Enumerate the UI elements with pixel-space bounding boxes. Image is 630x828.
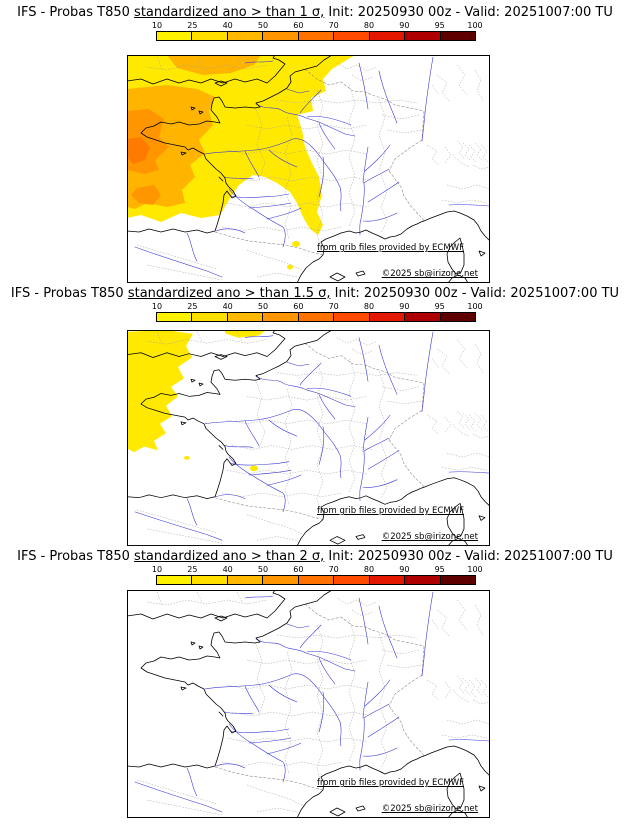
ecmwf-credit[interactable]: from grib files provided by ECMWF <box>317 506 464 516</box>
colorbar-labels: 10 25 40 50 60 70 80 90 95 100 <box>152 21 483 31</box>
colorbar-tick-label: 10 <box>151 565 163 574</box>
title-prefix: IFS - Probas T850 <box>17 549 135 564</box>
map-container: from grib files provided by ECMWF ©2025 … <box>127 330 490 546</box>
colorbar-tick-label: 40 <box>222 302 233 311</box>
page-title: IFS - Probas T850 standardized ano > tha… <box>0 544 630 564</box>
colorbar-tick-label: 80 <box>363 565 375 574</box>
title-suffix: Init: 20250930 00z - Valid: 20251007:00 … <box>324 549 613 564</box>
colorbar-segment <box>369 576 406 584</box>
colorbar-segment <box>192 576 228 584</box>
colorbar-tick-label: 70 <box>328 565 339 574</box>
colorbar-tick-label: 60 <box>293 565 304 574</box>
colorbar-segment <box>157 576 193 584</box>
colorbar-tick-label: 70 <box>328 302 339 311</box>
colorbar-tick-label: 25 <box>187 565 198 574</box>
colorbar-segment <box>334 576 370 584</box>
colorbar-segment <box>263 32 299 40</box>
colorbar-tick-label: 100 <box>467 21 483 30</box>
panel-sigma-1: IFS - Probas T850 standardized ano > tha… <box>0 0 630 283</box>
colorbar: 10 25 40 50 60 70 80 90 95 100 <box>152 302 483 324</box>
title-threshold: standardized ano > than 1.5 σ, <box>127 286 331 301</box>
colorbar-segment <box>405 313 441 321</box>
colorbar-tick-label: 40 <box>222 565 233 574</box>
colorbar-tick-label: 10 <box>151 21 163 30</box>
colorbar-tick-label: 80 <box>363 21 375 30</box>
ecmwf-credit[interactable]: from grib files provided by ECMWF <box>317 243 464 253</box>
colorbar-tick-label: 50 <box>257 302 269 311</box>
map-panel-2 <box>127 330 490 546</box>
colorbar-tick-label: 100 <box>467 302 483 311</box>
colorbar-tick-label: 95 <box>434 302 445 311</box>
colorbar-segment <box>405 576 441 584</box>
colorbar-tick-label: 90 <box>399 302 410 311</box>
colorbar-tick-label: 40 <box>222 21 233 30</box>
probability-shading <box>127 55 355 270</box>
colorbar-segment <box>298 576 335 584</box>
title-threshold: standardized ano > than 2 σ, <box>134 549 325 564</box>
map-container: from grib files provided by ECMWF ©2025 … <box>127 590 490 818</box>
copyright-link[interactable]: ©2025 sb@irizone.net <box>381 804 478 814</box>
colorbar-segment <box>440 32 475 40</box>
colorbar-segment <box>440 313 475 321</box>
colorbar-tick-label: 100 <box>467 565 483 574</box>
ecmwf-credit[interactable]: from grib files provided by ECMWF <box>317 778 464 788</box>
colorbar-tick-label: 10 <box>151 302 163 311</box>
title-suffix: Init: 20250930 00z - Valid: 20251007:00 … <box>330 286 620 301</box>
colorbar-tick-label: 70 <box>328 21 339 30</box>
colorbar-segment <box>369 313 406 321</box>
colorbar-segment <box>227 313 264 321</box>
colorbar-bar <box>156 31 476 41</box>
page-title: IFS - Probas T850 standardized ano > tha… <box>0 281 630 301</box>
panel-sigma-2: IFS - Probas T850 standardized ano > tha… <box>0 544 630 828</box>
colorbar-tick-label: 90 <box>399 21 410 30</box>
colorbar-tick-label: 50 <box>257 21 269 30</box>
colorbar-tick-label: 95 <box>434 565 445 574</box>
colorbar-segment <box>298 313 335 321</box>
colorbar-tick-label: 80 <box>363 302 375 311</box>
colorbar-segment <box>227 32 264 40</box>
colorbar-segment <box>298 32 335 40</box>
colorbar-segment <box>227 576 264 584</box>
colorbar-tick-label: 25 <box>187 302 198 311</box>
title-prefix: IFS - Probas T850 <box>17 5 135 20</box>
copyright-link[interactable]: ©2025 sb@irizone.net <box>381 269 478 279</box>
colorbar-segment <box>369 32 406 40</box>
page-title: IFS - Probas T850 standardized ano > tha… <box>0 0 630 20</box>
title-prefix: IFS - Probas T850 <box>10 286 128 301</box>
colorbar-segment <box>157 313 193 321</box>
panel-sigma-1-5: IFS - Probas T850 standardized ano > tha… <box>0 281 630 546</box>
colorbar-tick-label: 95 <box>434 21 445 30</box>
colorbar: 10 25 40 50 60 70 80 90 95 100 <box>152 21 483 43</box>
colorbar-segment <box>440 576 475 584</box>
colorbar-labels: 10 25 40 50 60 70 80 90 95 100 <box>152 302 483 312</box>
colorbar-segment <box>334 313 370 321</box>
colorbar-bar <box>156 312 476 322</box>
colorbar-segment <box>192 313 228 321</box>
map-container: from grib files provided by ECMWF ©2025 … <box>127 55 490 283</box>
colorbar-segment <box>334 32 370 40</box>
colorbar-segment <box>192 32 228 40</box>
map-panel-1 <box>127 55 490 283</box>
colorbar-segment <box>405 32 441 40</box>
colorbar-segment <box>263 313 299 321</box>
colorbar-segment <box>263 576 299 584</box>
colorbar-bar <box>156 575 476 585</box>
colorbar-tick-label: 25 <box>187 21 198 30</box>
colorbar-tick-label: 90 <box>399 565 410 574</box>
colorbar-segment <box>157 32 193 40</box>
title-threshold: standardized ano > than 1 σ, <box>134 5 325 20</box>
colorbar-tick-label: 60 <box>293 21 304 30</box>
colorbar-labels: 10 25 40 50 60 70 80 90 95 100 <box>152 565 483 575</box>
colorbar: 10 25 40 50 60 70 80 90 95 100 <box>152 565 483 587</box>
colorbar-tick-label: 60 <box>293 302 304 311</box>
colorbar-tick-label: 50 <box>257 565 269 574</box>
copyright-link[interactable]: ©2025 sb@irizone.net <box>381 532 478 542</box>
probability-shading <box>127 330 266 472</box>
title-suffix: Init: 20250930 00z - Valid: 20251007:00 … <box>324 5 613 20</box>
